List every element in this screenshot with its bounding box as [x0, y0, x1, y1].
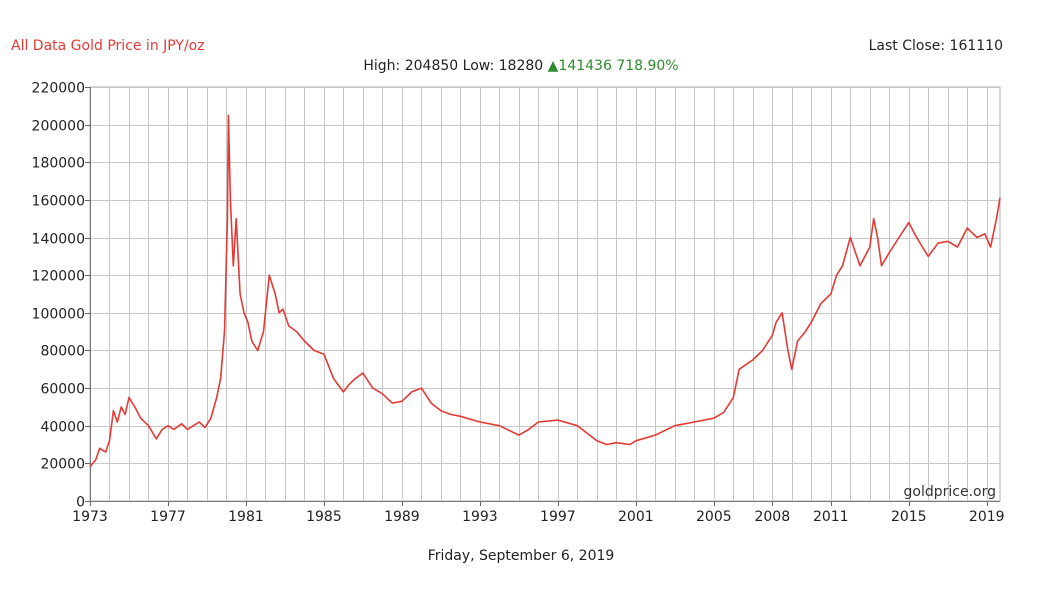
watermark: goldprice.org — [904, 484, 996, 500]
plot-area — [89, 86, 1001, 502]
x-tick-label: 1977 — [150, 509, 186, 525]
series-layer — [89, 114, 1001, 468]
low-label: Low: — [462, 58, 495, 74]
change-arrow-icon: ▲ — [547, 58, 559, 74]
axes: 0 20000 40000 60000 80000 100000 120000 140000 1… — [32, 81, 1005, 526]
chart-title: All Data Gold Price in JPY/oz — [11, 38, 205, 54]
price-summary: High: 204850 Low: 18280 ▲141436 718.90% — [0, 58, 1042, 74]
x-tick-label: 2015 — [891, 509, 927, 525]
x-tick-label: 2008 — [754, 509, 790, 525]
y-tick-label: 40000 — [40, 420, 85, 436]
x-tick-label: 1997 — [540, 509, 576, 525]
x-tick-label: 2005 — [696, 509, 732, 525]
high-label: High: — [363, 58, 401, 74]
y-tick-label: 200000 — [32, 119, 85, 135]
high-value: 204850 — [404, 58, 459, 74]
x-tick-label: 1973 — [72, 509, 108, 525]
y-tick-label: 220000 — [32, 81, 85, 97]
low-value: 18280 — [498, 58, 544, 74]
change-value: 141436 — [558, 58, 612, 74]
y-tick-label: 60000 — [40, 382, 85, 398]
x-tick-label: 2019 — [969, 509, 1005, 525]
y-tick-label: 20000 — [40, 457, 85, 473]
x-tick-label: 1993 — [462, 509, 498, 525]
series-line-0 — [89, 114, 1001, 468]
x-tick-label: 2001 — [618, 509, 654, 525]
y-tick-label: 0 — [76, 495, 85, 511]
x-tick-label: 2011 — [813, 509, 849, 525]
last-close-value: 161110 — [949, 38, 1003, 54]
change-percent: 718.90% — [616, 58, 679, 74]
y-tick-label: 160000 — [32, 194, 85, 210]
x-tick-label: 1989 — [384, 509, 420, 525]
y-tick-label: 120000 — [32, 269, 85, 285]
x-tick-label: 1981 — [228, 509, 264, 525]
x-tick-label: 1985 — [306, 509, 342, 525]
y-tick-label: 180000 — [32, 156, 85, 172]
y-tick-label: 100000 — [32, 307, 85, 323]
chart-date: Friday, September 6, 2019 — [427, 548, 615, 564]
y-tick-label: 140000 — [32, 232, 85, 248]
y-tick-label: 80000 — [40, 344, 85, 360]
grid — [89, 86, 1001, 502]
last-close-label: Last Close: — [868, 38, 946, 54]
last-close: Last Close: 161110 — [869, 38, 1003, 54]
